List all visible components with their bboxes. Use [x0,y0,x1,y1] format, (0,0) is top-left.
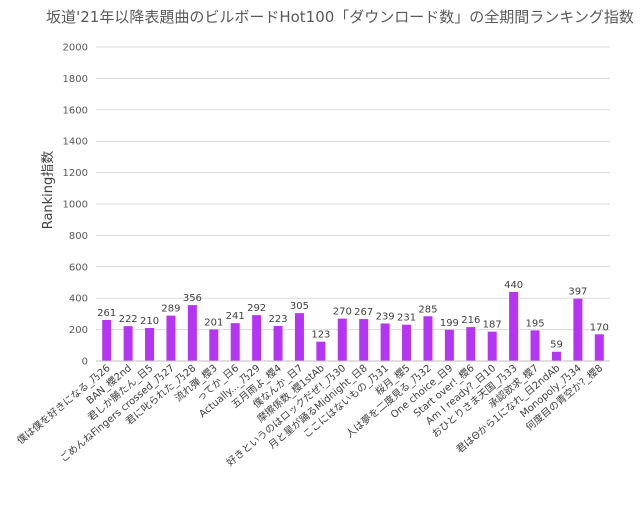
bar [123,326,133,361]
y-tick-label: 400 [69,294,88,305]
y-tick-label: 1200 [63,168,88,179]
data-label: 440 [504,280,523,291]
bar [530,330,540,361]
y-tick-label: 0 [82,357,88,368]
data-label: 59 [550,340,563,351]
bar [337,318,347,361]
y-tick-label: 1600 [63,105,88,116]
y-tick-label: 800 [69,231,88,242]
bars [102,291,604,361]
y-tick-label: 2000 [63,43,88,54]
data-label: 241 [226,311,245,322]
y-tick-label: 1400 [63,137,88,148]
y-tick-labels: 0 200 400 600 800 1000 1200 1400 1600 1800 2000 [63,43,88,368]
data-label: 199 [440,318,459,329]
data-label: 216 [461,315,480,326]
y-axis-label: Ranking指数 [41,151,56,230]
bar [466,327,476,361]
data-label: 223 [268,314,287,325]
data-label: 170 [590,322,609,333]
bar [487,331,497,361]
chart-title: 坂道'21年以降表題曲のビルボードHot100「ダウンロード数」の全期間ランキン… [46,8,634,26]
y-tick-label: 600 [69,262,88,273]
bar [380,323,390,361]
data-label: 195 [525,318,544,329]
data-label: 231 [397,313,416,324]
y-tick-label: 200 [69,325,88,336]
data-label: 285 [418,304,437,315]
bar [230,323,240,361]
bar [187,305,197,361]
y-tick-label: 1800 [63,74,88,85]
data-label: 201 [204,317,223,328]
bar [594,334,604,361]
data-label: 187 [483,320,502,331]
bar [166,315,176,361]
data-label: 292 [247,303,266,314]
bar [273,325,283,361]
bar [509,291,519,361]
bar [102,320,112,361]
bar [402,324,412,361]
data-label: 356 [183,293,202,304]
bar [551,351,561,361]
data-label: 261 [97,308,116,319]
bar [444,329,454,361]
bar [209,329,219,361]
grid [96,46,610,362]
data-label: 397 [568,287,587,298]
data-label: 305 [290,301,309,312]
data-label: 123 [311,330,330,341]
bar [252,315,262,361]
data-label: 239 [376,311,395,322]
data-label: 210 [140,316,159,327]
bar [573,298,583,361]
data-label: 270 [333,307,352,318]
bar [145,328,155,361]
bar [423,316,433,361]
x-tick-labels: 僕は僕を好きになる_乃26BAN_櫻2nd君しか勝たん_日5ごめんねFinger… [14,361,605,468]
data-label: 267 [354,307,373,318]
bar [294,313,304,361]
y-tick-label: 1000 [63,200,88,211]
bar [316,341,326,361]
data-label: 289 [161,304,180,315]
bar [359,319,369,361]
data-label: 222 [119,314,138,325]
